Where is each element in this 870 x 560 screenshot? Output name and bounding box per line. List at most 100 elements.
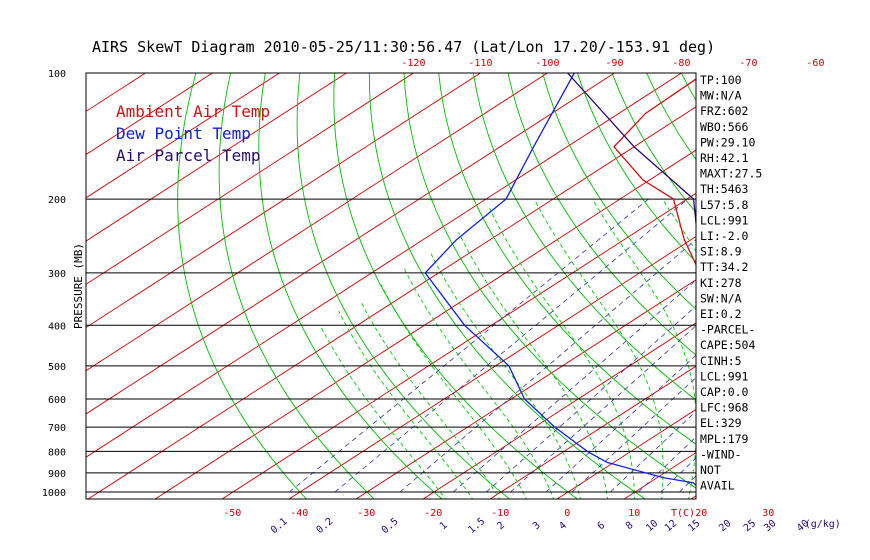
pressure-tick-label: 700: [48, 423, 66, 434]
isotherm-line: [86, 73, 348, 242]
bottom-temp-tick-label: 20: [695, 508, 707, 519]
isotherm-line: [755, 64, 870, 501]
bottom-temp-tick-label: -20: [424, 508, 442, 519]
moist-adiabat-line: [360, 300, 501, 499]
mixing-ratio-label: 30: [762, 518, 778, 534]
moist-adiabat-line: [533, 198, 664, 499]
pressure-tick-label: 400: [48, 321, 66, 332]
isotherm-line: [154, 149, 696, 499]
mixing-ratio-line: [811, 199, 870, 492]
stability-index: CAP:0.0: [700, 385, 749, 399]
stability-index: WBO:566: [700, 120, 749, 134]
dry-adiabat-line: [751, 73, 870, 501]
moist-adiabat-line: [849, 199, 870, 501]
isotherm-line: [86, 73, 549, 372]
mixing-ratio-line: [452, 279, 696, 493]
pressure-tick-label: 200: [48, 195, 66, 206]
moist-adiabat-line: [380, 284, 528, 499]
top-temp-tick-label: -110: [468, 58, 492, 69]
dry-adiabat-line: [786, 73, 870, 501]
stability-index: EL:329: [700, 416, 742, 430]
mixing-ratio-label: 0.1: [269, 516, 290, 536]
moist-adiabat-line: [795, 199, 870, 501]
moist-adiabat-line: [489, 207, 636, 499]
stability-index: L57:5.8: [700, 198, 749, 212]
isotherm-line: [86, 73, 214, 156]
moist-adiabat-line: [769, 199, 842, 501]
chart-title: AIRS SkewT Diagram 2010-05-25/11:30:56.4…: [92, 38, 715, 56]
mixing-ratio-line: [778, 199, 870, 492]
isotherm-line: [86, 73, 415, 285]
stability-index: MAXT:27.5: [700, 167, 762, 181]
isotherm-line: [0, 64, 26, 501]
mixing-ratio-label: 1.5: [466, 516, 487, 536]
isotherm-line: [355, 279, 696, 499]
pressure-tick-label: 100: [48, 69, 66, 80]
bottom-temp-tick-label: -40: [290, 508, 308, 519]
mixing-ratio-label: 10: [644, 518, 660, 534]
moist-adiabat-line: [319, 325, 447, 499]
mixing-ratio-line: [399, 238, 696, 493]
dry-adiabat-line: [472, 73, 696, 401]
mixing-ratio-label: 25: [742, 518, 758, 534]
bottom-temp-tick-label: -10: [491, 508, 509, 519]
stability-index: -WIND-: [700, 447, 742, 461]
stability-index: TP:100: [700, 73, 742, 87]
dry-adiabat-line: [333, 73, 579, 499]
mixing-ratio-label: 15: [686, 518, 702, 534]
temp-unit-label: T(C): [671, 508, 695, 519]
legend-entry: Dew Point Temp: [116, 124, 251, 143]
mixing-ratio-label: 3: [531, 520, 543, 532]
top-temp-tick-label: -80: [672, 58, 690, 69]
mixing-ratio-label: 0.2: [314, 516, 335, 536]
isotherm-line: [86, 73, 482, 329]
dry-adiabat-line: [438, 73, 696, 445]
isotherm-line: [556, 408, 696, 499]
bottom-temp-tick-label: -30: [357, 508, 375, 519]
isotherm-line: [86, 73, 683, 458]
stability-index: LI:-2.0: [700, 229, 749, 243]
legend-entry: Air Parcel Temp: [116, 146, 261, 165]
dry-adiabat-line: [368, 73, 646, 499]
mixing-ratio-line: [510, 325, 696, 493]
mixing-ratio-label: 1: [438, 520, 450, 532]
mixing-ratio-label: 6: [596, 520, 608, 532]
mixing-ratio-label: 4: [557, 520, 569, 532]
isotherm-line: [422, 322, 696, 499]
pressure-tick-label: 600: [48, 395, 66, 406]
stability-index: LFC:968: [700, 401, 749, 415]
stability-index: -PARCEL-: [700, 323, 755, 337]
isotherm-line: [86, 73, 616, 415]
stability-index: FRZ:602: [700, 104, 748, 118]
top-temp-tick-label: -70: [739, 58, 757, 69]
dry-adiabat-line: [218, 73, 375, 499]
stability-index: TT:34.2: [700, 260, 748, 274]
pressure-tick-label: 900: [48, 469, 66, 480]
mixing-ratio-line: [485, 305, 696, 493]
stability-index: EI:0.2: [700, 307, 742, 321]
legend-entry: Ambient Air Temp: [116, 102, 270, 121]
stability-index: LCL:991: [700, 213, 749, 227]
top-temp-tick-label: -120: [401, 58, 425, 69]
stability-index: PW:29.10: [700, 135, 755, 149]
stability-index: KI:278: [700, 276, 742, 290]
ambient-temp-line: [613, 78, 696, 267]
isotherm-line: [822, 64, 870, 501]
mixing-ratio-label: 8: [624, 520, 636, 532]
mixing-ratio-label: 0.5: [380, 516, 401, 536]
bottom-temp-tick-label: -50: [223, 508, 241, 519]
dry-adiabat-line: [646, 73, 696, 161]
dewpoint-line: [424, 73, 696, 486]
stability-index: MPL:179: [700, 432, 749, 446]
moist-adiabat-line: [592, 198, 696, 499]
dry-adiabat-line: [403, 73, 696, 489]
stability-index: MW:N/A: [700, 89, 742, 103]
pressure-tick-label: 1000: [42, 488, 66, 499]
dry-adiabat-line: [258, 73, 443, 499]
stability-index: LCL:991: [700, 369, 749, 383]
mixing-ratio-line: [334, 198, 688, 493]
top-temp-tick-label: -100: [535, 58, 559, 69]
dry-adiabat-line: [177, 73, 308, 499]
mixing-ratio-unit-label: (g/kg): [805, 519, 841, 530]
mixing-ratio-line: [758, 199, 870, 492]
